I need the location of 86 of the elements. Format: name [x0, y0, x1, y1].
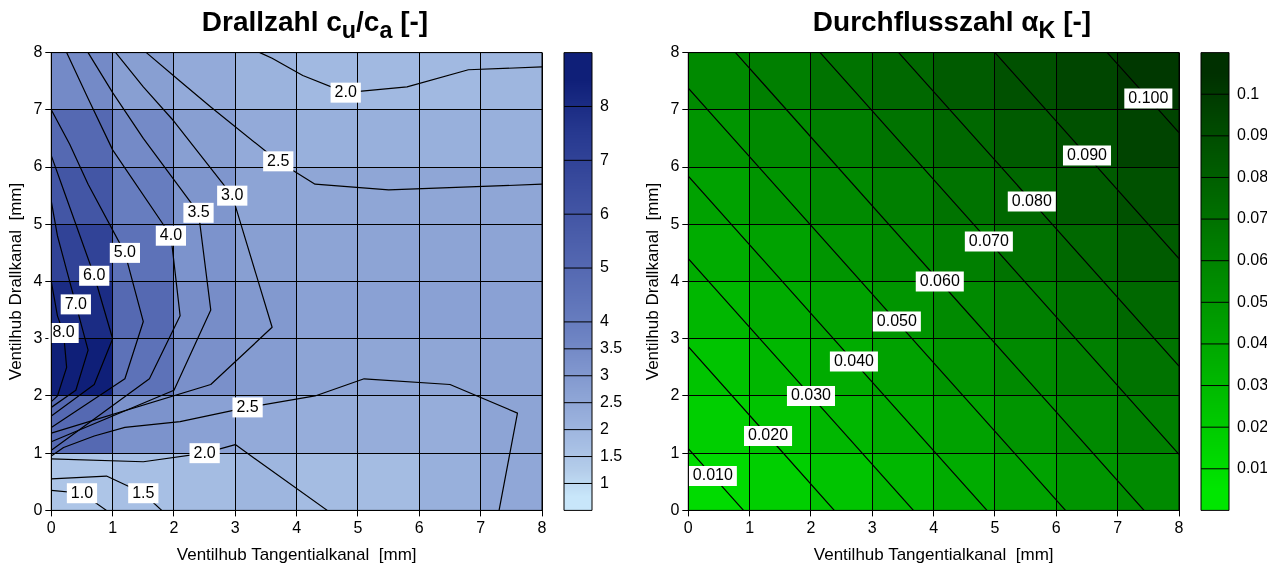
x-tick-label: 8	[537, 519, 547, 537]
series-label: 0.070	[968, 231, 1009, 249]
x-tick-label: 6	[1051, 519, 1061, 537]
color-bar-label: 0.07	[1237, 209, 1269, 227]
color-bar-label: 5	[600, 258, 609, 276]
y-tick-label: 8	[33, 43, 43, 61]
x-tick-label: 0	[683, 519, 693, 537]
color-bar-label: 0.02	[1237, 417, 1269, 435]
color-bar-label: 0.1	[1237, 84, 1260, 102]
series-label: 8.0	[52, 323, 75, 341]
y-tick-label: 0	[670, 500, 680, 518]
x-tick-label: 4	[929, 519, 939, 537]
x-tick-label: 4	[292, 519, 302, 537]
y-tick-label: 6	[670, 157, 680, 175]
series-label: 1.0	[70, 483, 94, 501]
series-label: 0.010	[692, 466, 733, 484]
color-bar-label: 0.09	[1237, 126, 1269, 144]
y-tick-label: 2	[33, 386, 43, 404]
color-bar-label: 1	[600, 473, 609, 491]
color-bar-label: 0.03	[1237, 375, 1269, 393]
series-label: 0.050	[876, 311, 917, 329]
series-label: 0.040	[833, 352, 875, 370]
chart-title: Drallzahl c$_{u}$/c$_{a}$ [-]	[200, 6, 430, 45]
color-bar-label: 1.5	[600, 446, 623, 464]
x-axis-title: Ventilhub Tangentialkanal [mm]	[176, 545, 417, 565]
series-label: 3.5	[187, 203, 210, 221]
series-label: 0.030	[790, 386, 832, 404]
x-tick-label: 3	[867, 519, 877, 537]
x-tick-label: 0	[46, 519, 56, 537]
color-bar-label: 0.08	[1237, 167, 1269, 185]
color-bar-label: 0.04	[1237, 334, 1269, 352]
series-label: 0.020	[748, 426, 789, 444]
x-tick-label: 3	[230, 519, 240, 537]
series-label: 6.0	[83, 266, 106, 284]
color-bar-label: 8	[600, 96, 609, 114]
series-label: 3.0	[221, 186, 244, 204]
y-tick-label: 8	[670, 43, 680, 61]
x-tick-label: 5	[990, 519, 1000, 537]
y-tick-label: 4	[670, 271, 680, 289]
x-tick-label: 5	[353, 519, 363, 537]
y-tick-label: 2	[670, 386, 680, 404]
series-label: 5.0	[113, 243, 137, 261]
series-label: 0.100	[1128, 88, 1169, 106]
series-label: 0.090	[1066, 146, 1108, 164]
series-label: 7.0	[64, 294, 88, 312]
x-tick-label: 7	[1113, 519, 1123, 537]
y-tick-label: 3	[670, 329, 680, 347]
series-label: 0.060	[919, 271, 960, 289]
y-tick-label: 5	[33, 214, 43, 232]
x-tick-label: 1	[108, 519, 118, 537]
color-bar-label: 0.05	[1237, 292, 1269, 310]
color-bar-label: 0.06	[1237, 251, 1269, 269]
series-label: 4.0	[159, 226, 183, 244]
x-tick-label: 1	[745, 519, 755, 537]
x-tick-label: 7	[476, 519, 486, 537]
x-axis-title: Ventilhub Tangentialkanal [mm]	[813, 545, 1054, 565]
y-axis-title: Ventilhub Drallkanal [mm]	[5, 182, 25, 381]
y-axis-title: Ventilhub Drallkanal [mm]	[642, 182, 662, 381]
y-tick-label: 3	[33, 329, 43, 347]
color-bar-label: 0.01	[1237, 459, 1269, 477]
series-label: 0.080	[1011, 191, 1052, 209]
x-tick-label: 6	[414, 519, 424, 537]
series-label: 2.0	[334, 83, 357, 101]
y-tick-label: 1	[33, 443, 43, 461]
y-tick-label: 7	[33, 100, 43, 118]
color-bar-label: 3	[600, 366, 609, 384]
y-tick-label: 1	[670, 443, 680, 461]
x-tick-label: 2	[806, 519, 816, 537]
y-tick-label: 6	[33, 157, 43, 175]
color-bar-label: 2	[600, 420, 609, 438]
series-label: 2.5	[236, 397, 259, 415]
y-tick-label: 4	[33, 271, 43, 289]
x-tick-label: 2	[169, 519, 179, 537]
color-bar-label: 7	[600, 150, 609, 168]
x-tick-label: 8	[1174, 519, 1184, 537]
y-tick-label: 0	[33, 500, 43, 518]
y-tick-label: 7	[670, 100, 680, 118]
chart-title: Durchflusszahl α$_{K}$ [-]	[811, 6, 1093, 45]
color-bar-label: 6	[600, 204, 609, 222]
series-label: 2.0	[193, 443, 216, 461]
color-bar-label: 2.5	[600, 393, 623, 411]
series-label: 1.5	[132, 483, 155, 501]
color-bar-label: 4	[600, 312, 609, 330]
color-bar-label: 3.5	[600, 339, 623, 357]
y-tick-label: 5	[670, 214, 680, 232]
series-label: 2.5	[267, 151, 290, 169]
